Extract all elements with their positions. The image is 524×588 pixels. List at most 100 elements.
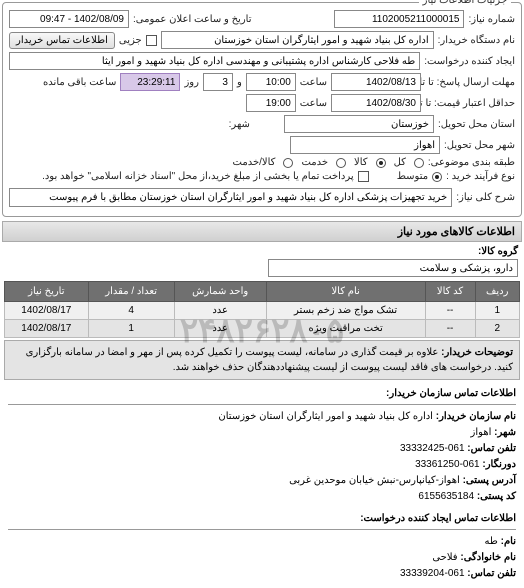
row-pkg: طبقه بندی موضوعی: کل کالا خدمت کالا/خدمت bbox=[9, 157, 515, 168]
radio-goods[interactable] bbox=[376, 158, 386, 168]
table-header-cell: ردیف bbox=[475, 282, 519, 302]
panel-title: جزئیات اطلاعات نیاز bbox=[419, 0, 511, 6]
label-pkg: طبقه بندی موضوعی: bbox=[428, 157, 515, 168]
label-group: گروه کالا: bbox=[6, 246, 518, 257]
group-label-text: گروه کالا: bbox=[478, 246, 518, 257]
c2-family-label: نام خانوادگی: bbox=[460, 552, 516, 563]
label-remain: ساعت باقی مانده bbox=[43, 77, 116, 88]
buyer-contact-button[interactable]: اطلاعات تماس خریدار bbox=[9, 32, 115, 49]
label-paynote: پرداخت تمام یا بخشی از مبلغ خرید،از محل … bbox=[42, 171, 354, 182]
label-creator: ایجاد کننده درخواست: bbox=[424, 56, 515, 67]
table-header-cell: واحد شمارش bbox=[174, 282, 266, 302]
row-deadline: مهلت ارسال پاسخ: تا تاریخ: 1402/08/13 سا… bbox=[9, 73, 515, 91]
watermark-zone: ردیفکد کالانام کالاواحد شمارشتعداد / مقد… bbox=[2, 281, 522, 380]
section-goods-title: اطلاعات کالاهای مورد نیاز bbox=[2, 221, 522, 242]
goods-table: ردیفکد کالانام کالاواحد شمارشتعداد / مقد… bbox=[4, 281, 520, 338]
row-org: نام دستگاه خریدار: اداره کل بنیاد شهید و… bbox=[9, 31, 515, 49]
c1-post: 6155635184 bbox=[418, 491, 474, 502]
radio-service[interactable] bbox=[336, 158, 346, 168]
field-org: اداره کل بنیاد شهید و امور ایثارگران است… bbox=[161, 31, 434, 49]
c1-addr: اهواز-کیانپارس-نبش خیابان موحدین غربی bbox=[289, 475, 460, 486]
label-org: نام دستگاه خریدار: bbox=[438, 35, 515, 46]
field-city-deliv: اهواز bbox=[290, 136, 440, 154]
label-city-deliv: شهر محل تحویل: bbox=[444, 140, 515, 151]
row-creator: ایجاد کننده درخواست: طه فلاحی کارشناس اد… bbox=[9, 52, 515, 70]
c1-fax: 061-33361250 bbox=[415, 459, 480, 470]
row-reqno: شماره نیاز: 1102005211000015 تاریخ و ساع… bbox=[9, 10, 515, 28]
label-radio-all: کل bbox=[394, 157, 406, 168]
c1-city: اهواز bbox=[471, 427, 492, 438]
radio-goodservice[interactable] bbox=[283, 158, 293, 168]
table-cell: 1402/08/17 bbox=[5, 320, 89, 338]
field-validity-time: 19:00 bbox=[246, 94, 296, 112]
label-desc: شرح کلی نیاز: bbox=[456, 192, 515, 203]
c1-addr-label: آدرس پستی: bbox=[463, 475, 516, 486]
label-radio-gs: کالا/خدمت bbox=[233, 157, 276, 168]
label-partial: جزیی bbox=[119, 35, 142, 46]
field-province: خوزستان bbox=[284, 115, 434, 133]
c1-tel-label: تلفن تماس: bbox=[467, 443, 516, 454]
label-and: و bbox=[237, 77, 242, 88]
label-province: استان محل تحویل: bbox=[438, 119, 515, 130]
note-label: توضیحات خریدار: bbox=[441, 347, 513, 358]
field-announce: 1402/08/09 - 09:47 bbox=[9, 10, 129, 28]
c1-tel: 061-33332425 bbox=[400, 443, 465, 454]
label-time2: ساعت bbox=[300, 98, 327, 109]
field-countdown-days: 3 bbox=[203, 73, 233, 91]
table-header-cell: کد کالا bbox=[425, 282, 475, 302]
table-cell: -- bbox=[425, 302, 475, 320]
row-validity: حداقل اعتبار قیمت: تا تاریخ: 1402/08/30 … bbox=[9, 94, 515, 112]
radio-group-pkg: کل کالا خدمت کالا/خدمت bbox=[233, 157, 424, 168]
field-deadline-time: 10:00 bbox=[246, 73, 296, 91]
table-cell: عدد bbox=[174, 302, 266, 320]
label-time1: ساعت bbox=[300, 77, 327, 88]
row-city-deliv: شهر محل تحویل: اهواز bbox=[9, 136, 515, 154]
radio-all[interactable] bbox=[414, 158, 424, 168]
label-validity: حداقل اعتبار قیمت: تا تاریخ: bbox=[425, 98, 515, 109]
table-header-row: ردیفکد کالانام کالاواحد شمارشتعداد / مقد… bbox=[5, 282, 520, 302]
label-mid: متوسط bbox=[397, 171, 428, 182]
c1-org-label: نام سازمان خریدار: bbox=[436, 411, 516, 422]
label-deadline: مهلت ارسال پاسخ: تا تاریخ: bbox=[425, 77, 515, 88]
field-desc: خرید تجهیزات پزشکی اداره کل بنیاد شهید و… bbox=[9, 188, 452, 207]
table-cell: 4 bbox=[88, 302, 174, 320]
label-radio-goods: کالا bbox=[354, 157, 368, 168]
row-desc: شرح کلی نیاز: خرید تجهیزات پزشکی اداره ک… bbox=[9, 188, 515, 207]
checkbox-partial[interactable] bbox=[146, 35, 157, 46]
row-province: استان محل تحویل: خوزستان شهر: bbox=[9, 115, 515, 133]
c2-family: فلاحی bbox=[432, 552, 457, 563]
c2-tel: 061-33339204 bbox=[400, 568, 465, 579]
table-header-cell: تعداد / مقدار bbox=[88, 282, 174, 302]
field-validity-date: 1402/08/30 bbox=[331, 94, 421, 112]
label-city: شهر: bbox=[229, 119, 250, 130]
c1-city-label: شهر: bbox=[494, 427, 516, 438]
checkbox-treasury[interactable] bbox=[358, 171, 369, 182]
c1-fax-label: دورنگار: bbox=[482, 459, 516, 470]
c2-name: طه bbox=[485, 536, 498, 547]
radio-mid[interactable] bbox=[432, 172, 442, 182]
label-day: روز bbox=[184, 77, 199, 88]
need-details-panel: جزئیات اطلاعات نیاز شماره نیاز: 11020052… bbox=[2, 2, 522, 217]
table-cell: -- bbox=[425, 320, 475, 338]
table-cell: 1402/08/17 bbox=[5, 302, 89, 320]
field-deadline-date: 1402/08/13 bbox=[331, 73, 421, 91]
table-body: 1--تشک مواج ضد زخم بسترعدد41402/08/172--… bbox=[5, 302, 520, 338]
field-reqno: 1102005211000015 bbox=[334, 10, 464, 28]
table-header-cell: نام کالا bbox=[266, 282, 425, 302]
contact-buyer-section: اطلاعات تماس سازمان خریدار: نام سازمان خ… bbox=[2, 382, 522, 586]
label-radio-service: خدمت bbox=[301, 157, 328, 168]
table-row: 2--تخت مراقبت ویژهعدد11402/08/17 bbox=[5, 320, 520, 338]
table-cell: تشک مواج ضد زخم بستر bbox=[266, 302, 425, 320]
buyer-note-box: توضیحات خریدار: علاوه بر قیمت گذاری در س… bbox=[4, 340, 520, 380]
row-proc: نوع فرآیند خرید : متوسط پرداخت تمام یا ب… bbox=[9, 171, 515, 182]
table-cell: 1 bbox=[475, 302, 519, 320]
label-reqno: شماره نیاز: bbox=[468, 14, 515, 25]
note-text: علاوه بر قیمت گذاری در سامانه، لیست پیوس… bbox=[26, 347, 513, 373]
c2-name-label: نام: bbox=[501, 536, 516, 547]
table-cell: تخت مراقبت ویژه bbox=[266, 320, 425, 338]
c1-post-label: کد پستی: bbox=[477, 491, 516, 502]
table-header-cell: تاریخ نیاز bbox=[5, 282, 89, 302]
label-proc: نوع فرآیند خرید : bbox=[446, 171, 515, 182]
table-cell: عدد bbox=[174, 320, 266, 338]
c2-tel-label: تلفن تماس: bbox=[467, 568, 516, 579]
